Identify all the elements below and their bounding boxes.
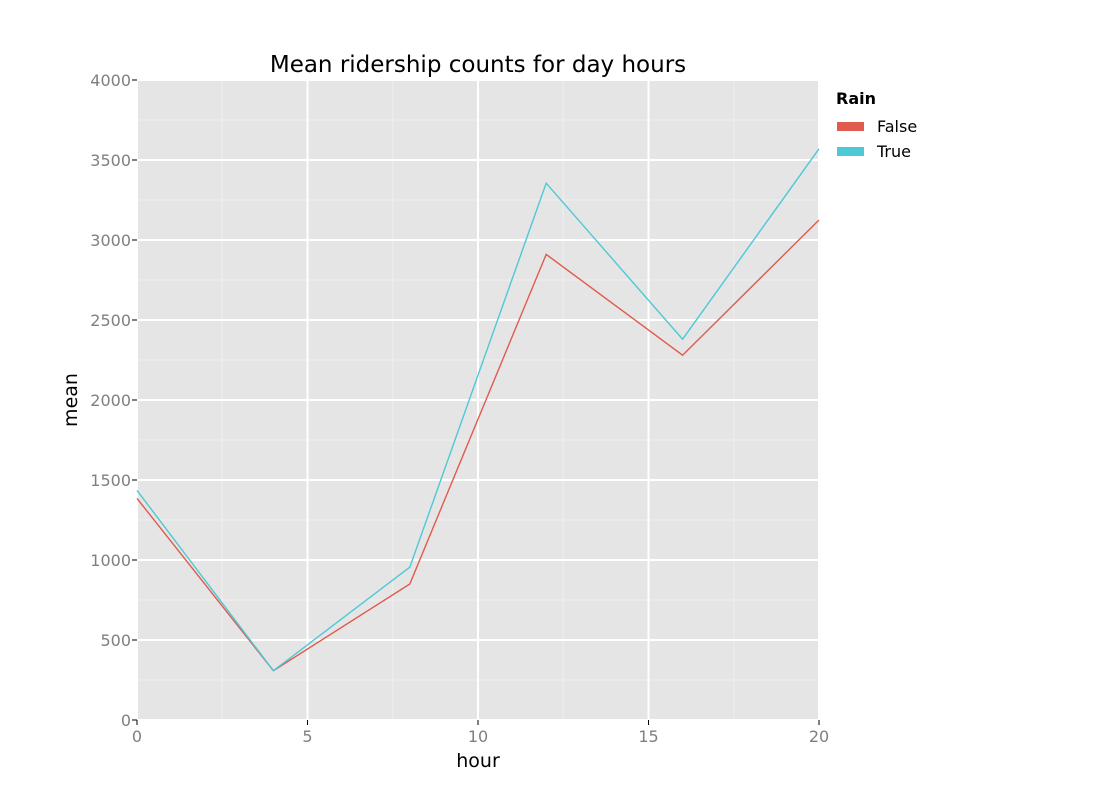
- legend-title: Rain: [836, 89, 876, 108]
- legend-swatch-false: [837, 122, 864, 131]
- chart-title: Mean ridership counts for day hours: [270, 52, 686, 78]
- y-tick-label: 500: [100, 631, 131, 650]
- legend: Rain False True: [836, 89, 917, 161]
- y-tick-label: 2000: [90, 391, 131, 410]
- y-tick-label: 1500: [90, 471, 131, 490]
- y-tick-label: 2500: [90, 311, 131, 330]
- series-layer: [136, 148, 820, 672]
- x-tick-label: 0: [132, 727, 142, 746]
- legend-label-true: True: [876, 142, 911, 161]
- y-tick-label: 0: [121, 711, 131, 730]
- y-axis-title: mean: [60, 373, 82, 427]
- legend-label-false: False: [877, 117, 917, 136]
- grid-layer: [136, 79, 820, 721]
- x-tick-label: 5: [302, 727, 312, 746]
- x-tick-label: 15: [638, 727, 658, 746]
- y-tick-label: 4000: [90, 71, 131, 90]
- x-tick-label: 10: [468, 727, 488, 746]
- series-line-false: [136, 219, 820, 672]
- axis-ticks-layer: 0 5 10 15 20 0 500 1000 1500 2000 2500 3000 3500 4000: [90, 71, 829, 746]
- y-tick-label: 3000: [90, 231, 131, 250]
- y-tick-label: 1000: [90, 551, 131, 570]
- legend-swatch-true: [837, 147, 864, 156]
- y-tick-label: 3500: [90, 151, 131, 170]
- legend-items: False True: [837, 117, 917, 161]
- x-tick-label: 20: [809, 727, 829, 746]
- series-line-true: [136, 148, 820, 672]
- x-axis-title: hour: [456, 750, 500, 772]
